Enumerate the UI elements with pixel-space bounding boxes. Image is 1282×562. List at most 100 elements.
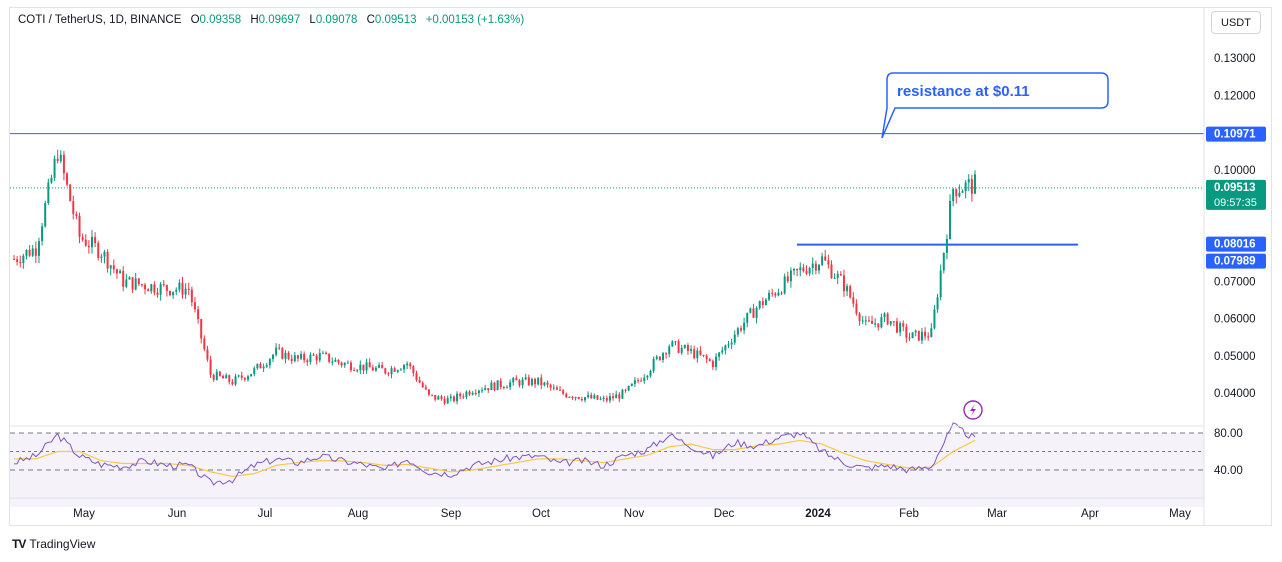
candle-body (677, 341, 680, 353)
candle-body (346, 362, 349, 364)
candle-body (899, 323, 902, 333)
price-label-support-1 (1206, 236, 1266, 252)
candle-body (902, 323, 905, 327)
annotation-callout (881, 72, 1109, 139)
candle-body (624, 389, 627, 391)
price-label-text: 0.07989 (1214, 256, 1256, 268)
candle-body (705, 355, 708, 360)
candle-body (758, 301, 761, 308)
currency-button[interactable]: USDT (1211, 11, 1261, 34)
candle-body (390, 368, 393, 375)
candle-body (974, 174, 976, 194)
candle-body (293, 355, 296, 362)
candle-body (409, 363, 412, 367)
candle-body (855, 303, 858, 314)
candle-body (721, 350, 724, 353)
candle-body (197, 309, 200, 320)
candle-body (471, 393, 474, 395)
candle-body (343, 363, 346, 366)
candle-body (537, 377, 540, 385)
candle-body (683, 345, 686, 348)
candle-body (646, 375, 649, 378)
candle-body (349, 362, 352, 371)
candle-body (599, 398, 602, 400)
candle-body (836, 273, 839, 278)
candle-body (490, 382, 493, 391)
candle-body (858, 313, 861, 321)
low-value: 0.09078 (315, 14, 358, 26)
candle-body (231, 381, 234, 385)
candle-body (181, 282, 184, 295)
open-label: O (190, 14, 200, 26)
candle-body (661, 353, 664, 361)
candle-body (278, 347, 281, 349)
candle-body (474, 393, 477, 395)
x-tick-label: Jul (258, 508, 273, 520)
high-value: 0.09697 (258, 14, 301, 26)
y-tick-label: 0.10000 (1214, 165, 1256, 177)
candle-body (353, 370, 356, 372)
candle-body (452, 396, 455, 402)
rsi-line (13, 422, 976, 486)
candle-body (56, 158, 59, 162)
y-tick-label: 0.12000 (1214, 90, 1256, 102)
candle-body (131, 277, 134, 290)
candle-body (75, 214, 78, 216)
candle-body (215, 371, 218, 380)
candle-body (94, 236, 97, 244)
candle-body (811, 263, 814, 268)
candle-body (621, 389, 624, 399)
candle-body (206, 349, 209, 360)
candle-body (583, 397, 586, 401)
footer-brand[interactable]: TV TradingView (12, 537, 95, 551)
candle-body (487, 388, 490, 391)
candle-body (871, 320, 874, 324)
candle-body (81, 236, 84, 240)
candle-body (309, 354, 312, 363)
candle-body (481, 390, 484, 392)
candle-body (434, 395, 437, 400)
candle-body (262, 366, 265, 369)
candle-body (752, 308, 755, 318)
candle-body (914, 330, 917, 333)
candle-body (605, 397, 608, 401)
symbol-pair[interactable]: COTI / TetherUS, 1D, BINANCE (18, 14, 182, 26)
candle-body (543, 382, 546, 386)
lightning-icon[interactable] (963, 400, 983, 420)
candle-body (702, 354, 705, 356)
candle-body (125, 279, 128, 287)
candle-body (156, 292, 159, 295)
candle-body (615, 394, 618, 399)
candle-body (949, 201, 952, 239)
candle-body (212, 374, 215, 380)
candle-body (243, 377, 246, 380)
x-tick-label: 2024 (805, 508, 831, 520)
candle-body (942, 252, 945, 271)
candle-body (499, 380, 502, 388)
candle-body (340, 362, 343, 366)
candle-body (521, 379, 524, 386)
candle-body (477, 390, 480, 394)
low-label: L (309, 14, 316, 26)
candle-body (424, 387, 427, 390)
candle-body (31, 248, 34, 256)
candle-body (37, 241, 40, 256)
close-label: C (366, 14, 375, 26)
candle-body (593, 395, 596, 399)
candle-body (50, 177, 53, 183)
candle-body (505, 387, 508, 389)
candle-body (546, 382, 549, 385)
candle-body (827, 260, 830, 265)
brand-name: TradingView (29, 537, 96, 551)
candle-body (733, 334, 736, 343)
candle-body (427, 389, 430, 395)
candle-body (318, 352, 321, 361)
candle-body (368, 362, 371, 368)
candle-body (771, 292, 774, 294)
candle-body (237, 375, 240, 377)
candle-body (933, 309, 936, 329)
candle-body (630, 383, 633, 386)
candle-body (47, 182, 50, 204)
candle-body (768, 292, 771, 300)
